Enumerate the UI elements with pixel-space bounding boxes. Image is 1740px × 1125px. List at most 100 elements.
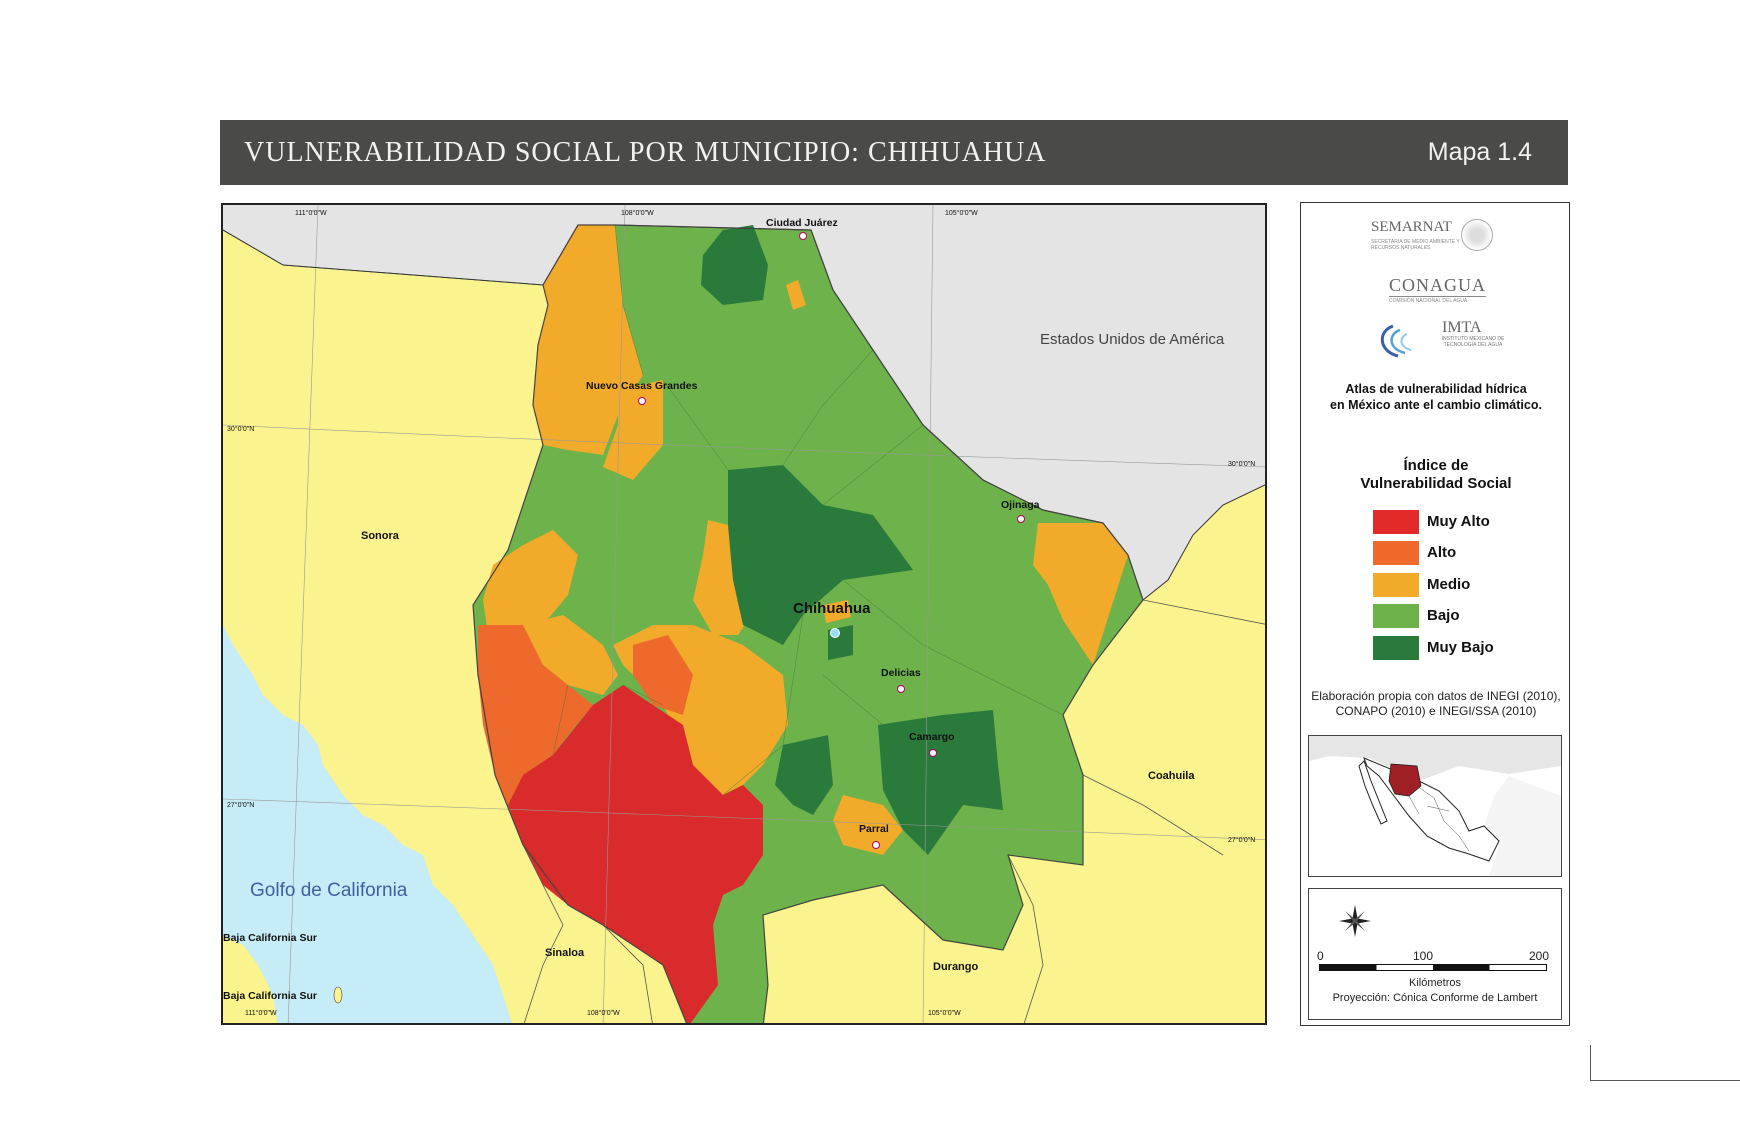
atlas-line-2: en México ante el cambio climático. [1330,398,1542,412]
imta-subtitle: INSTITUTO MEXICANO DE TECNOLOGÍA DEL AGU… [1441,336,1505,348]
lon-111-top-label: 111°0'0"W [295,210,327,217]
legend-panel: SEMARNAT SECRETARÍA DE MEDIO AMBIENTE Y … [1300,202,1570,1026]
region-medio-ojinaga [1033,523,1128,665]
camargo-marker [929,749,937,757]
lat-27-right-label: 27°0'0"N [1228,837,1256,844]
map-canvas [223,205,1265,1023]
map-title: VULNERABILIDAD SOCIAL POR MUNICIPIO: CHI… [244,137,1047,168]
legend-label: Muy Alto [1427,513,1490,530]
region-medio-sw [523,615,618,695]
region-medio-delicias [823,600,851,623]
region-medio-nw [533,225,643,455]
north-arrow-icon [1339,905,1371,937]
label-baja-california-sur-2: Baja California Sur [223,990,317,1002]
map-header-bar: VULNERABILIDAD SOCIAL POR MUNICIPIO: CHI… [220,120,1568,185]
region-alto-center [633,635,693,715]
label-chihuahua: Chihuahua [793,600,871,617]
atlas-line-1: Atlas de vulnerabilidad hídrica [1345,382,1527,396]
data-source-note: Elaboración propia con datos de INEGI (2… [1301,689,1571,719]
locator-map [1309,736,1561,876]
lat-30-left-label: 30°0'0"N [227,426,255,433]
region-medio-south [833,795,903,855]
label-ciudad-juarez: Ciudad Juárez [766,217,838,229]
ciudad-juarez-marker [799,232,807,240]
legend-swatch [1373,604,1419,628]
source-line-1: Elaboración propia con datos de INEGI (2… [1311,689,1561,703]
source-line-2: CONAPO (2010) e INEGI/SSA (2010) [1335,704,1537,718]
parral-marker [872,841,880,849]
label-usa: Estados Unidos de América [1040,331,1225,348]
national-seal-icon [1461,219,1493,251]
label-camargo: Camargo [909,731,955,743]
scale-unit: Kilómetros [1409,977,1461,989]
gulf-of-california [223,625,512,1023]
map-frame: 111°0'0"W 108°0'0"W 105°0'0"W 111°0'0"W … [221,203,1267,1025]
scale-tick-200: 200 [1529,949,1550,963]
delicias-marker [897,685,905,693]
lon-111-bottom-label: 111°0'0"W [245,1010,277,1017]
chihuahua-outline [472,224,1144,1023]
ojinaga-marker [1017,515,1025,523]
label-sonora: Sonora [361,530,399,542]
baja-california [223,935,278,1023]
lat-30-right-label: 30°0'0"N [1228,461,1256,468]
imta-swoosh-icon [1380,324,1412,358]
label-durango: Durango [933,961,979,973]
label-ojinaga: Ojinaga [1001,499,1040,511]
locator-usa [1309,736,1561,781]
region-muy-bajo-chihuahua [728,465,913,645]
legend-label: Medio [1427,576,1471,593]
legend-title-line-1: Índice de [1403,457,1469,474]
label-golfo-de-california: Golfo de California [250,880,408,901]
map-number: Mapa 1.4 [1427,138,1532,166]
conagua-subtitle: COMISIÓN NACIONAL DEL AGUA [1389,298,1468,304]
page-corner-mark-h [1590,1080,1740,1081]
legend-swatch [1373,510,1419,534]
legend-title: Índice de Vulnerabilidad Social [1301,457,1571,493]
graticule [223,205,1265,1023]
island [333,986,343,1004]
usa-land [223,205,1265,600]
label-sinaloa: Sinaloa [545,947,585,959]
semarnat-subtitle: SECRETARÍA DE MEDIO AMBIENTE Y RECURSOS … [1371,239,1460,251]
lon-105-top-label: 105°0'0"W [945,210,978,217]
scale-tick-100: 100 [1413,949,1434,963]
legend-title-line-2: Vulnerabilidad Social [1360,475,1512,492]
chihuahua-capital-marker [830,628,840,638]
legend-swatch [1373,636,1419,660]
atlas-caption: Atlas de vulnerabilidad hídrica en Méxic… [1301,381,1571,413]
label-parral: Parral [859,823,889,835]
legend-swatch [1373,541,1419,565]
region-medio-ncg [603,380,663,480]
legend-label: Muy Bajo [1427,639,1494,656]
region-medio-west [483,530,578,645]
mexico-locator-inset [1308,735,1562,877]
scale-tick-0: 0 [1317,949,1324,963]
region-muy-bajo-parral [775,735,833,815]
legend-label: Alto [1427,544,1457,561]
scale-and-north-box: 0 100 200 Kilómetros Proyección: Cónica … [1308,888,1562,1020]
region-medio-north [786,280,806,310]
label-nuevo-casas-grandes: Nuevo Casas Grandes [586,380,698,392]
legend-label: Bajo [1427,607,1460,624]
municipal-boundaries [552,224,1064,796]
imta-logo-text: IMTA [1442,319,1482,336]
lat-27-left-label: 27°0'0"N [227,802,255,809]
region-muy-bajo-east [878,710,1003,855]
region-muy-bajo-juarez [701,225,768,305]
conagua-logo-text: CONAGUA [1389,275,1486,297]
projection-note: Proyección: Cónica Conforme de Lambert [1332,992,1538,1004]
lon-105-bottom-label: 105°0'0"W [928,1010,961,1017]
label-coahuila: Coahuila [1148,770,1195,782]
region-alto-west [478,625,593,845]
label-delicias: Delicias [881,667,921,679]
label-baja-california-sur-1: Baja California Sur [223,932,317,944]
lon-108-top-label: 108°0'0"W [621,210,654,217]
locator-gulf [1484,776,1561,876]
semarnat-logo-text: SEMARNAT [1371,219,1452,235]
legend-swatch [1373,573,1419,597]
nuevo-casas-grandes-marker [638,397,646,405]
lon-108-bottom-label: 108°0'0"W [587,1010,620,1017]
region-muy-alto [508,685,763,1023]
locator-baja [1358,760,1388,825]
